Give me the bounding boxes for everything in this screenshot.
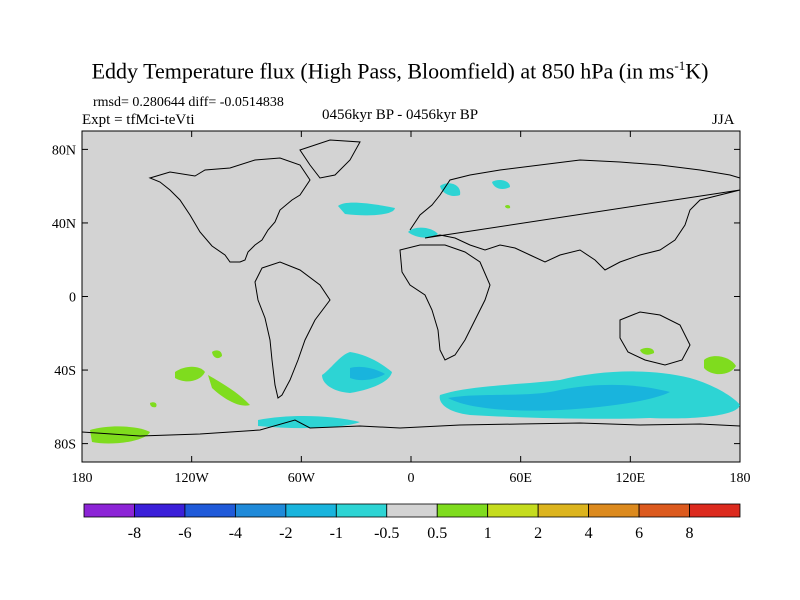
anomaly-contours — [90, 179, 740, 444]
title-superscript: -1 — [674, 58, 686, 73]
lon-tick-label: 120E — [616, 471, 646, 486]
anomaly-green-australia — [640, 347, 655, 355]
colorbar-label: 0.5 — [427, 525, 447, 542]
colorbar-label: 4 — [585, 525, 593, 542]
coast-greenland — [299, 139, 361, 179]
coast-europe-asia — [409, 159, 741, 271]
colorbar-swatch — [588, 503, 640, 518]
lon-tick-label: 60E — [509, 471, 532, 486]
colorbar-label: 2 — [534, 525, 542, 542]
lat-tick-label: 80S — [54, 438, 76, 453]
anomaly-cyan-mediterranean — [408, 227, 438, 238]
stats-text: rmsd= 0.280644 diff= -0.0514838 — [93, 95, 284, 110]
lon-tick-label: 60W — [288, 471, 316, 486]
colorbar-label: 1 — [484, 525, 492, 542]
latitude-axis: 80N 40N 0 40S 80S — [52, 143, 740, 453]
colorbar: -8 -6 -4 -2 -1 -0.5 0.5 1 2 4 6 8 — [83, 503, 741, 542]
coast-north-america — [148, 157, 311, 263]
colorbar-label: -8 — [128, 525, 141, 542]
anomaly-green-tasman — [704, 356, 736, 375]
lat-tick-label: 0 — [69, 291, 76, 306]
colorbar-label: -6 — [178, 525, 191, 542]
anomaly-cyan-north-atlantic — [338, 202, 395, 216]
title-end: K) — [685, 58, 709, 84]
colorbar-label: -1 — [330, 525, 343, 542]
lat-tick-label: 40N — [52, 217, 76, 232]
colorbar-swatch — [487, 503, 539, 518]
anomaly-cyan-antarctic-coast — [258, 416, 360, 429]
lon-tick-label: 0 — [408, 471, 415, 486]
anomaly-cyan-south-atlantic-core — [350, 366, 385, 381]
anomaly-green-south-pacific-east — [208, 375, 250, 406]
colorbar-swatch — [689, 503, 741, 518]
lat-tick-label: 40S — [54, 364, 76, 379]
lon-tick-label: 120W — [175, 471, 210, 486]
coastlines — [81, 139, 741, 437]
colorbar-swatch — [335, 503, 388, 518]
anomaly-green-small-south — [150, 402, 157, 408]
title-main: Eddy Temperature flux (High Pass, Bloomf… — [91, 58, 675, 84]
colorbar-swatch — [134, 503, 186, 518]
colorbar-label: 8 — [686, 525, 694, 542]
anomaly-green-europe — [505, 204, 511, 209]
coast-south-america — [254, 261, 331, 399]
colorbar-label: -0.5 — [374, 525, 399, 542]
colorbar-swatch — [537, 503, 590, 518]
coast-antarctica — [81, 419, 741, 437]
colorbar-swatch — [83, 503, 135, 518]
colorbar-label: -2 — [279, 525, 292, 542]
colorbar-swatch — [234, 503, 287, 518]
colorbar-label: -4 — [229, 525, 242, 542]
plot-title: Eddy Temperature flux (High Pass, Bloomf… — [0, 58, 800, 84]
colorbar-swatch — [184, 503, 236, 518]
colorbar-swatch — [436, 503, 489, 518]
season-label: JJA — [712, 112, 735, 128]
coast-africa — [399, 244, 491, 361]
lon-tick-label: 180 — [730, 471, 751, 486]
anomaly-green-south-pacific — [175, 366, 205, 382]
colorbar-label: 6 — [635, 525, 643, 542]
anomaly-cyan-north-russia — [492, 179, 510, 190]
colorbar-swatch — [638, 503, 690, 518]
anomaly-blue-southern-ocean-core — [448, 384, 670, 411]
experiment-label: Expt = tfMci-teVti — [82, 112, 195, 128]
coast-australia — [619, 311, 691, 366]
period-label: 0456kyr BP - 0456kyr BP — [322, 107, 479, 123]
colorbar-swatch — [285, 503, 337, 518]
anomaly-cyan-scandinavia — [440, 183, 461, 196]
colorbar-swatch — [386, 503, 438, 518]
longitude-axis: 180 120W 60W 0 60E 120E 180 — [72, 131, 751, 486]
lon-tick-label: 180 — [72, 471, 93, 486]
lat-tick-label: 80N — [52, 143, 76, 158]
anomaly-green-pacific-small — [212, 350, 222, 359]
